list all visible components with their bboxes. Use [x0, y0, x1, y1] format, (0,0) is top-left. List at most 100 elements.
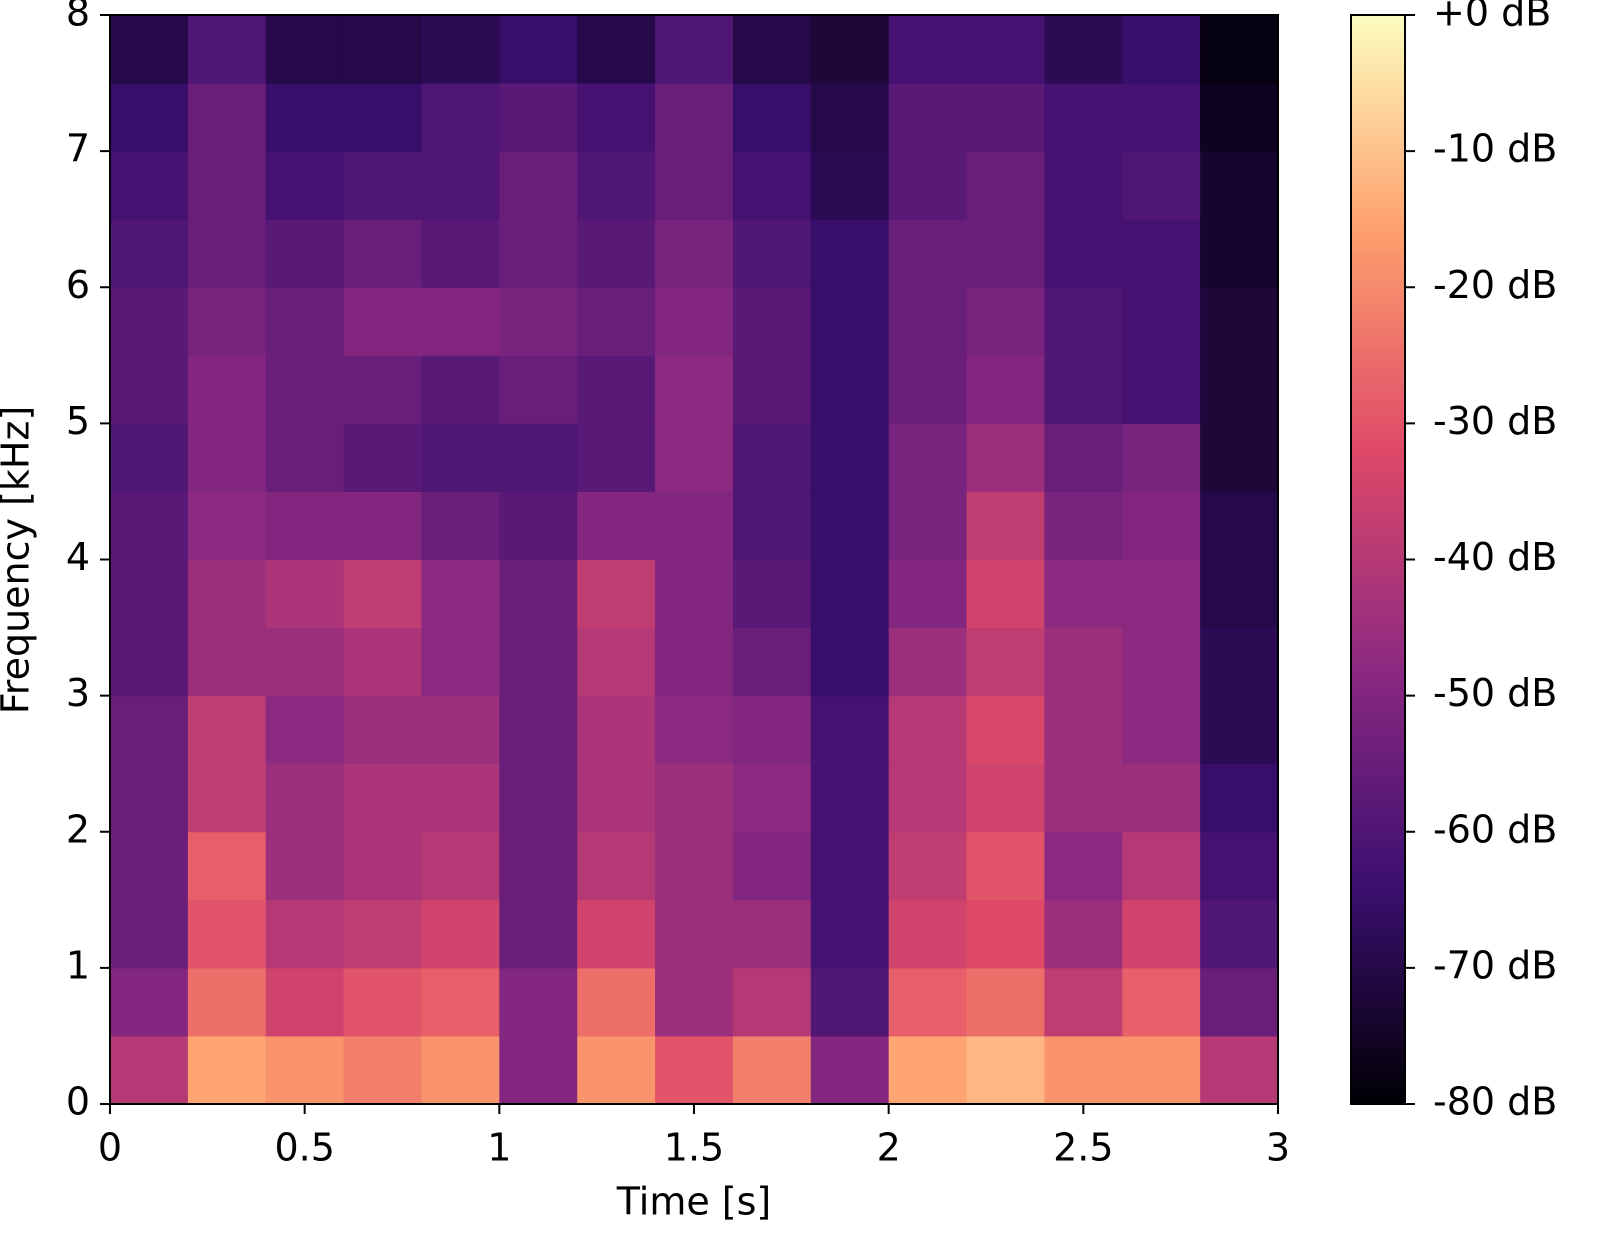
heat-cell	[343, 287, 422, 356]
heat-cell	[577, 763, 656, 833]
heat-cell	[1200, 763, 1279, 833]
heat-cell	[888, 83, 968, 152]
heat-cell	[966, 491, 1045, 560]
colorbar-tick-label: -60 dB	[1433, 807, 1557, 851]
x-tick-label: 0.5	[274, 1126, 334, 1170]
heat-cell	[421, 559, 500, 629]
heat-cell	[343, 219, 422, 288]
heat-cell	[810, 15, 890, 84]
heat-cell	[499, 627, 578, 697]
heat-cell	[265, 15, 345, 84]
heat-cell	[888, 287, 968, 356]
heat-cell	[888, 695, 968, 765]
heat-cell	[421, 423, 500, 492]
heat-cell	[110, 151, 189, 220]
heat-cell	[421, 287, 500, 356]
colorbar-tick-label: -40 dB	[1433, 535, 1557, 579]
heat-cell	[966, 627, 1045, 697]
x-tick-label: 2.5	[1053, 1126, 1113, 1170]
heat-cell	[421, 627, 500, 697]
colorbar-tick-label: +0 dB	[1433, 0, 1551, 35]
heat-cell	[265, 831, 345, 901]
heat-cell	[499, 423, 578, 492]
heat-cell	[499, 83, 578, 152]
heat-cell	[1200, 491, 1279, 560]
heat-cell	[1200, 967, 1279, 1037]
heat-cell	[110, 287, 189, 356]
heat-cell	[577, 355, 656, 424]
heat-cell	[1200, 219, 1279, 288]
heat-cell	[187, 15, 267, 84]
heat-cell	[1122, 831, 1201, 901]
heat-cell	[1044, 559, 1123, 629]
y-tick-label: 8	[66, 0, 90, 35]
colorbar-tick-label: -10 dB	[1433, 127, 1557, 171]
heat-cell	[1200, 355, 1279, 424]
heat-cell	[888, 491, 968, 560]
heat-cell	[888, 355, 968, 424]
heat-cell	[110, 831, 189, 901]
heat-cell	[655, 831, 734, 901]
heat-cell	[732, 15, 812, 84]
heat-cell	[187, 423, 267, 492]
heat-cell	[499, 491, 578, 560]
heat-cell	[810, 559, 890, 629]
heat-cell	[499, 763, 578, 833]
heat-cell	[810, 491, 890, 560]
heat-cell	[966, 423, 1045, 492]
heat-cell	[888, 151, 968, 220]
heat-cell	[966, 287, 1045, 356]
heat-cell	[732, 695, 812, 765]
heat-cell	[810, 1035, 890, 1105]
heat-cell	[1044, 219, 1123, 288]
heat-cell	[265, 355, 345, 424]
heat-cell	[577, 695, 656, 765]
heat-cell	[1044, 627, 1123, 697]
heat-cell	[888, 559, 968, 629]
heat-cell	[1122, 695, 1201, 765]
heat-cell	[1122, 1035, 1201, 1105]
heat-cell	[421, 695, 500, 765]
heat-cell	[1122, 15, 1201, 84]
heat-cell	[888, 627, 968, 697]
heat-cell	[110, 559, 189, 629]
heat-cell	[421, 831, 500, 901]
heat-cell	[966, 1035, 1045, 1105]
heat-cell	[966, 967, 1045, 1037]
heat-cell	[1122, 967, 1201, 1037]
heat-cell	[265, 559, 345, 629]
y-tick-label: 4	[66, 535, 90, 579]
heat-cell	[1122, 83, 1201, 152]
heat-cell	[577, 967, 656, 1037]
heat-cell	[1044, 287, 1123, 356]
heat-cell	[1122, 151, 1201, 220]
heat-cell	[343, 151, 422, 220]
heat-cell	[1044, 491, 1123, 560]
heat-cell	[187, 899, 267, 969]
heat-cell	[343, 355, 422, 424]
y-tick-label: 0	[66, 1080, 90, 1124]
heat-cell	[1200, 899, 1279, 969]
heat-cell	[343, 559, 422, 629]
heat-cell	[1044, 763, 1123, 833]
heat-cell	[265, 423, 345, 492]
heat-cell	[810, 151, 890, 220]
heat-cell	[655, 219, 734, 288]
y-tick-label: 1	[66, 943, 90, 987]
heat-cell	[1200, 559, 1279, 629]
heat-cell	[732, 559, 812, 629]
heat-cell	[499, 695, 578, 765]
heat-cell	[1200, 831, 1279, 901]
heat-cell	[655, 15, 734, 84]
heat-cell	[343, 83, 422, 152]
heat-cell	[187, 287, 267, 356]
heat-cell	[732, 83, 812, 152]
heat-cell	[888, 899, 968, 969]
heat-cell	[1044, 15, 1123, 84]
heat-cell	[265, 627, 345, 697]
heat-cell	[343, 763, 422, 833]
heat-cell	[110, 15, 189, 84]
heat-cell	[966, 15, 1045, 84]
colorbar	[1350, 14, 1406, 1105]
heat-cell	[577, 83, 656, 152]
